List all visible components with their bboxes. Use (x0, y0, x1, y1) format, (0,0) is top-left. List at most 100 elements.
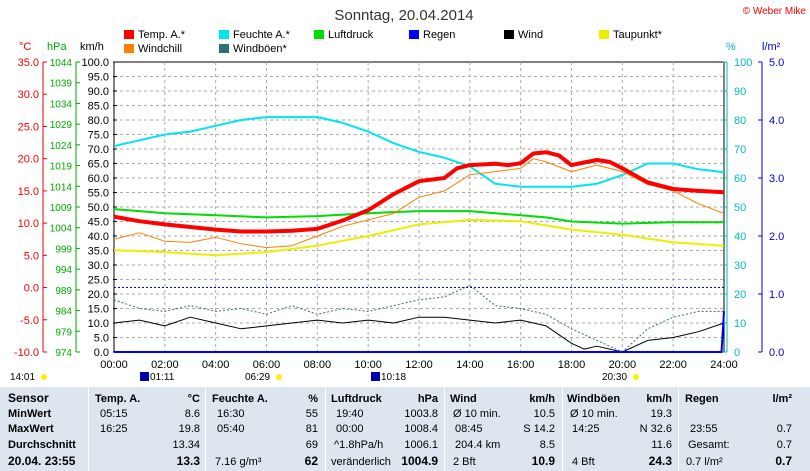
humidity-current: 62 (304, 454, 318, 468)
pressure-max-time: 00:00 (336, 423, 364, 435)
moonrise-label: 10:18 (381, 372, 406, 383)
sunrise-label: 06:29 (245, 372, 270, 383)
wind-avg: 8.5 (539, 439, 555, 451)
tick-label: 50 (734, 202, 746, 214)
wind-avg10-label: Ø 10 min. (453, 408, 501, 420)
humidity-unit: % (726, 41, 736, 53)
row-label-max: MaxWert (8, 423, 54, 435)
tick-label: 1039 (50, 79, 73, 90)
legend-swatch (219, 44, 229, 53)
tick-label: 20 (734, 289, 746, 301)
tick-label: 30.0 (88, 260, 109, 272)
tick-label: 30.0 (18, 89, 39, 101)
tick-label: 5.0 (769, 57, 784, 69)
tick-label: 0.0 (94, 347, 109, 359)
tick-label: 989 (55, 286, 72, 297)
tick-label: 5.0 (24, 250, 39, 262)
tick-label: 1019 (50, 162, 73, 173)
tick-label: 80 (734, 115, 746, 127)
chart-series (113, 116, 725, 353)
legend-label: Feuchte A.* (233, 29, 291, 41)
tick-label: 15.0 (88, 304, 109, 316)
temp-max: 19.8 (178, 423, 200, 435)
legend-label: Windchill (138, 43, 182, 55)
tick-label: 75.0 (88, 130, 109, 142)
legend-label: Windböen* (233, 43, 288, 55)
temp-min-time: 05:15 (100, 408, 128, 420)
x-tick-label: 12:00 (405, 359, 433, 371)
gust-header: Windböen (567, 393, 621, 405)
x-tick-label: 22:00 (659, 359, 687, 371)
temp-avg: 13.34 (172, 439, 200, 451)
sunset-icon (633, 374, 639, 380)
legend-label: Luftdruck (328, 29, 374, 41)
x-tick-label: 00:00 (100, 359, 128, 371)
humidity-unit-header: % (308, 393, 318, 405)
legend-swatch (599, 30, 609, 39)
series-line (113, 218, 725, 257)
axis-units: °C hPa km/h % l/m² (19, 41, 781, 53)
humidity-absolute: 7.16 g/m³ (215, 456, 262, 468)
tick-label: 10.0 (18, 218, 39, 230)
rain-total: 0.7 (776, 439, 792, 451)
tick-label: 1044 (50, 58, 73, 69)
tick-label: 90.0 (88, 86, 109, 98)
tick-label: 70 (734, 144, 746, 156)
x-tick-label: 04:00 (202, 359, 230, 371)
humidity-header: Feuchte A. (212, 393, 268, 405)
temp-max-time: 16:25 (100, 423, 128, 435)
legend-label: Temp. A.* (138, 29, 186, 41)
statistics-table: Sensor MinWert MaxWert Durchschnitt 20.0… (0, 387, 810, 471)
temp-header: Temp. A. (95, 393, 141, 405)
chart-grid (114, 62, 724, 352)
pressure-unit: hPa (47, 41, 67, 53)
tick-label: 1024 (50, 141, 73, 152)
tick-label: 100.0 (81, 57, 109, 69)
tick-label: 35.0 (88, 246, 109, 258)
copyright-label: © Weber Mike (743, 6, 807, 17)
tick-label: 85.0 (88, 101, 109, 113)
pressure-tendency: veränderlich (331, 456, 391, 468)
x-tick-label: 14:00 (456, 359, 484, 371)
tick-label: 50.0 (88, 202, 109, 214)
x-tick-label: 24:00 (710, 359, 738, 371)
wind-avg10: 10.5 (533, 408, 555, 420)
tick-label: 1004 (50, 224, 73, 235)
day-start-label: 14:01 (10, 372, 35, 383)
tick-label: 40.0 (88, 231, 109, 243)
rain-header: Regen (685, 393, 719, 405)
humidity-max: 81 (305, 423, 318, 435)
weather-chart: Sonntag, 20.04.2014 © Weber Mike Temp. A… (10, 6, 807, 383)
pressure-trend: ^1.8hPa/h (334, 439, 384, 451)
x-tick-label: 18:00 (558, 359, 586, 371)
x-tick-label: 20:00 (609, 359, 637, 371)
tick-label: 60 (734, 173, 746, 185)
tick-label: 35.0 (18, 57, 39, 69)
x-tick-label: 10:00 (354, 359, 382, 371)
tick-label: 60.0 (88, 173, 109, 185)
moonset-label: 01:11 (150, 372, 175, 383)
tick-label: 15.0 (18, 186, 39, 198)
moonrise-icon (371, 372, 380, 381)
sunrise-icon (276, 374, 282, 380)
tick-label: 55.0 (88, 188, 109, 200)
rain-max-time: 23:55 (690, 423, 718, 435)
wind-max-time: 08:45 (455, 423, 483, 435)
tick-label: 70.0 (88, 144, 109, 156)
tick-label: 2.0 (769, 231, 784, 243)
gust-avg: 11.6 (651, 439, 672, 451)
x-tick-label: 06:00 (253, 359, 281, 371)
legend-label: Wind (518, 29, 543, 41)
rain-max: 0.7 (776, 423, 792, 435)
tick-label: 1029 (50, 120, 73, 131)
wind-current: 10.9 (531, 454, 555, 468)
x-tick-label: 02:00 (151, 359, 179, 371)
tick-label: 10.0 (88, 318, 109, 330)
temp-min: 8.6 (184, 408, 200, 420)
rain-unit-header: l/m² (772, 393, 792, 405)
legend-swatch (124, 44, 134, 53)
gust-unit-header: km/h (646, 393, 672, 405)
tick-label: 25.0 (18, 121, 39, 133)
tick-label: 974 (55, 348, 72, 359)
tick-label: 5.0 (94, 333, 109, 345)
